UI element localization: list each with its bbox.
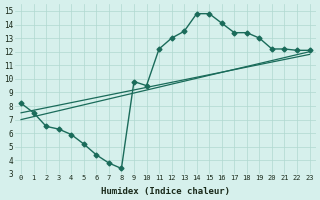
X-axis label: Humidex (Indice chaleur): Humidex (Indice chaleur): [101, 187, 230, 196]
